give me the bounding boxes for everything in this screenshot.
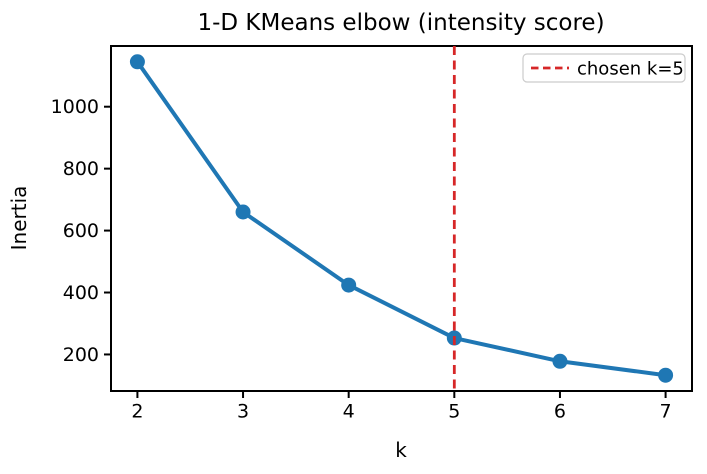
data-point-marker [235,204,251,220]
legend-entry-label: chosen k=5 [577,59,684,80]
legend-frame [522,53,686,83]
data-point-marker [341,277,357,293]
inertia-series-group [129,54,674,383]
data-point-marker [552,353,568,369]
y-tick-label: 600 [63,220,99,242]
y-axis-label: Inertia [7,186,31,251]
axes-ticks: 2 3 4 5 6 7 200 400 600 800 1000 [51,96,672,422]
data-point-marker [658,367,674,383]
data-point-marker [129,54,145,70]
x-tick-label: 2 [131,401,143,423]
chart-title: 1-D KMeans elbow (intensity score) [197,10,604,36]
y-tick-label: 1000 [51,96,99,118]
y-tick-label: 400 [63,282,99,304]
x-tick-label: 6 [554,401,566,423]
x-tick-label: 3 [237,401,249,423]
inertia-line [135,59,668,378]
x-tick-label: 4 [343,401,355,423]
x-tick-label: 5 [448,401,460,423]
x-tick-label: 7 [660,401,672,423]
legend: chosen k=5 [522,53,686,83]
y-tick-label: 800 [63,158,99,180]
plot-border [110,45,693,392]
x-axis-label: k [395,438,407,462]
y-tick-label: 200 [63,344,99,366]
